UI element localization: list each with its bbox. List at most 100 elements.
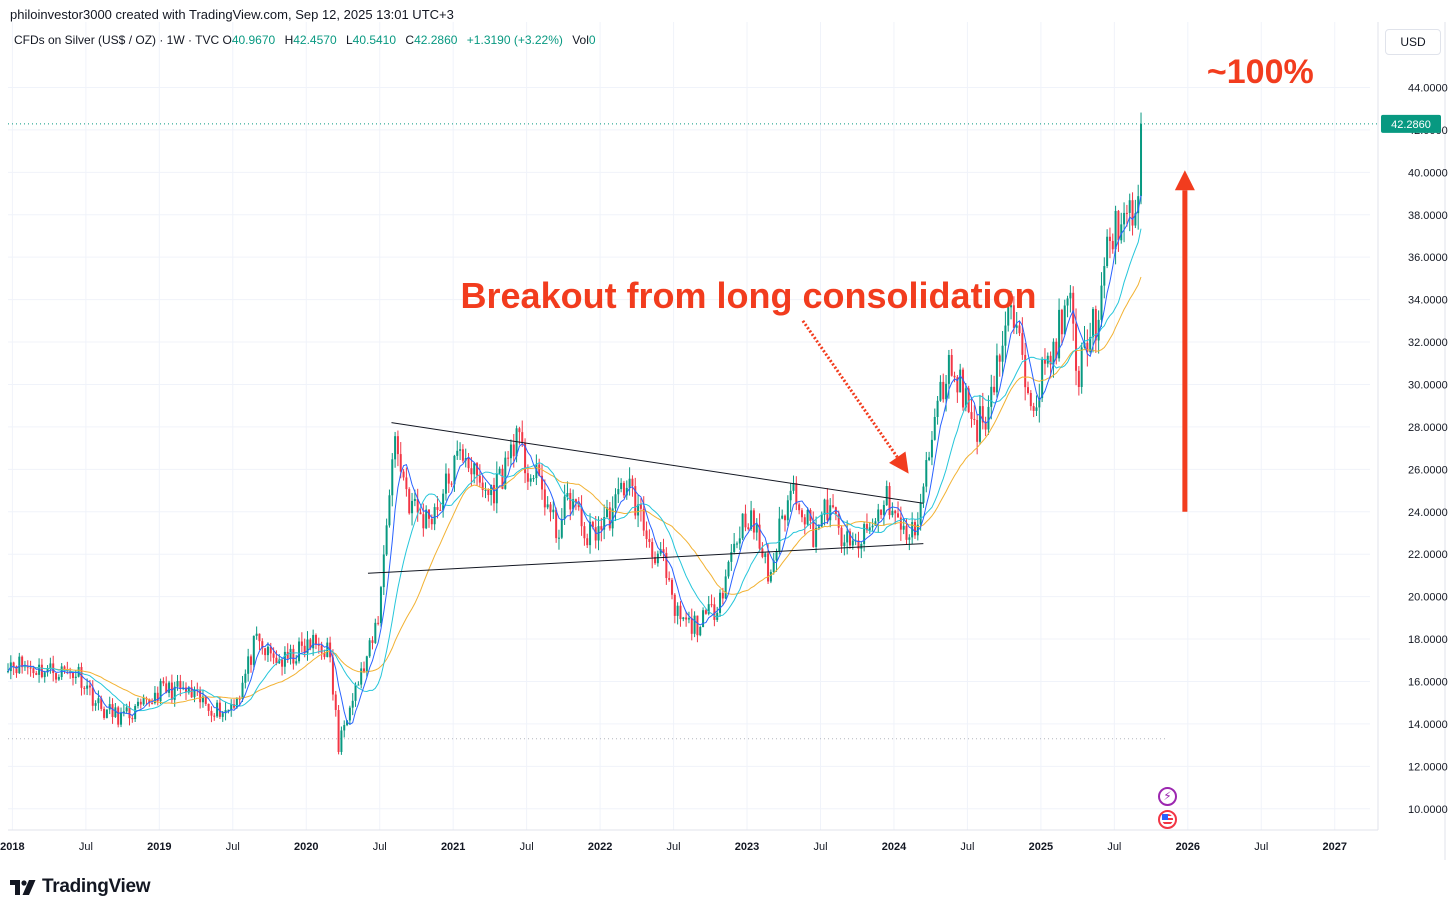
candle-body	[803, 517, 806, 525]
candle-body	[574, 499, 577, 503]
candle-body	[1131, 200, 1134, 226]
price-axis[interactable]: 44.000042.000040.000038.000036.000034.00…	[1381, 82, 1448, 816]
candle-body	[1114, 210, 1117, 250]
candle-body	[15, 666, 18, 674]
candle-body	[207, 703, 210, 711]
candle-body	[504, 457, 507, 489]
currency-button[interactable]: USD	[1385, 29, 1441, 55]
x-tick-label: 2020	[294, 841, 318, 853]
change-value: +1.3190 (+3.22%)	[466, 33, 563, 47]
candle-body	[46, 668, 49, 673]
candle-body	[600, 526, 603, 530]
candle-body	[656, 553, 659, 564]
candle-body	[247, 656, 250, 674]
candle-body	[730, 552, 733, 562]
candle-body	[201, 696, 204, 703]
candle-body	[634, 486, 637, 516]
candle-body	[659, 549, 662, 554]
trendlines	[367, 422, 924, 574]
candle-body	[947, 354, 950, 384]
x-tick-label: Jul	[373, 841, 387, 853]
candle-body	[897, 513, 900, 518]
candle-body	[911, 522, 914, 538]
candle-body	[57, 677, 60, 680]
candle-body	[55, 673, 58, 680]
symbol-name[interactable]: CFDs on Silver (US$ / OZ) · 1W · TVC	[14, 33, 220, 47]
candle-body	[826, 499, 829, 521]
candle-body	[1069, 292, 1072, 299]
candle-body	[1080, 347, 1083, 387]
candle-body	[880, 509, 883, 515]
candle-body	[778, 518, 781, 552]
time-axis[interactable]: 2018 Jul 2019 Jul 2020 Jul 2021 Jul 2022 Jul 2023 J…	[0, 841, 1347, 853]
candle-body	[693, 615, 696, 634]
candle-body	[594, 527, 597, 541]
candle-body	[408, 489, 411, 514]
candle-body	[1066, 298, 1069, 306]
candle-body	[306, 639, 309, 654]
candle-body	[1015, 325, 1018, 328]
candle-body	[1072, 292, 1075, 324]
candle-body	[405, 477, 408, 490]
candle-body	[153, 692, 156, 704]
candle-body	[529, 478, 532, 482]
us-flag-event-icon[interactable]	[1158, 810, 1177, 829]
candle-body	[512, 444, 515, 457]
candle-body	[94, 703, 97, 706]
candle-body	[1103, 266, 1106, 286]
high-value: 42.4570	[293, 33, 337, 47]
candle-body	[727, 561, 730, 577]
candle-body	[346, 720, 349, 726]
candle-body	[606, 507, 609, 518]
candle-body	[413, 498, 416, 501]
candle-body	[100, 698, 103, 709]
x-tick-label: Jul	[79, 841, 93, 853]
candle-body	[476, 463, 479, 476]
volume-value: 0	[588, 33, 596, 47]
candle-body	[795, 483, 798, 505]
candle-body	[1027, 387, 1030, 393]
candle-body	[227, 709, 230, 711]
candle-body	[1021, 333, 1024, 355]
candle-body	[973, 418, 976, 421]
low-value: 40.5410	[352, 33, 397, 47]
candle-body	[608, 507, 611, 529]
candle-body	[645, 530, 648, 540]
candle-body	[216, 702, 219, 717]
tradingview-logo[interactable]: TradingView	[10, 876, 151, 898]
candle-body	[490, 484, 493, 495]
candle-body	[741, 513, 744, 539]
candle-body	[628, 478, 631, 488]
candle-body	[453, 455, 456, 485]
candle-body	[492, 484, 495, 504]
candle-body	[772, 560, 775, 573]
open-label: O	[222, 33, 232, 47]
candle-body	[357, 684, 360, 686]
candle-body	[953, 375, 956, 378]
x-tick-label: Jul	[813, 841, 827, 853]
candle-body	[117, 707, 120, 725]
lightning-event-icon[interactable]: ⚡	[1158, 787, 1177, 806]
candle-body	[716, 612, 719, 620]
y-tick-label: 12.0000	[1408, 761, 1448, 773]
candle-body	[120, 712, 123, 725]
y-tick-label: 24.0000	[1408, 507, 1448, 519]
candle-body	[702, 610, 705, 628]
candle-body	[221, 713, 224, 717]
candle-body	[685, 617, 688, 620]
x-tick-label: Jul	[667, 841, 681, 853]
candle-body	[738, 538, 741, 544]
x-tick-label: 2027	[1322, 841, 1346, 853]
candle-body	[1024, 354, 1027, 388]
candle-body	[230, 704, 233, 710]
candle-body	[484, 489, 487, 491]
candle-body	[913, 522, 916, 536]
candle-body	[348, 707, 351, 721]
candle-body	[769, 572, 772, 582]
candle-body	[368, 640, 371, 657]
candle-body	[679, 605, 682, 620]
consolidation-trendline	[391, 422, 924, 504]
candle-body	[111, 704, 114, 717]
candle-body	[379, 587, 382, 623]
